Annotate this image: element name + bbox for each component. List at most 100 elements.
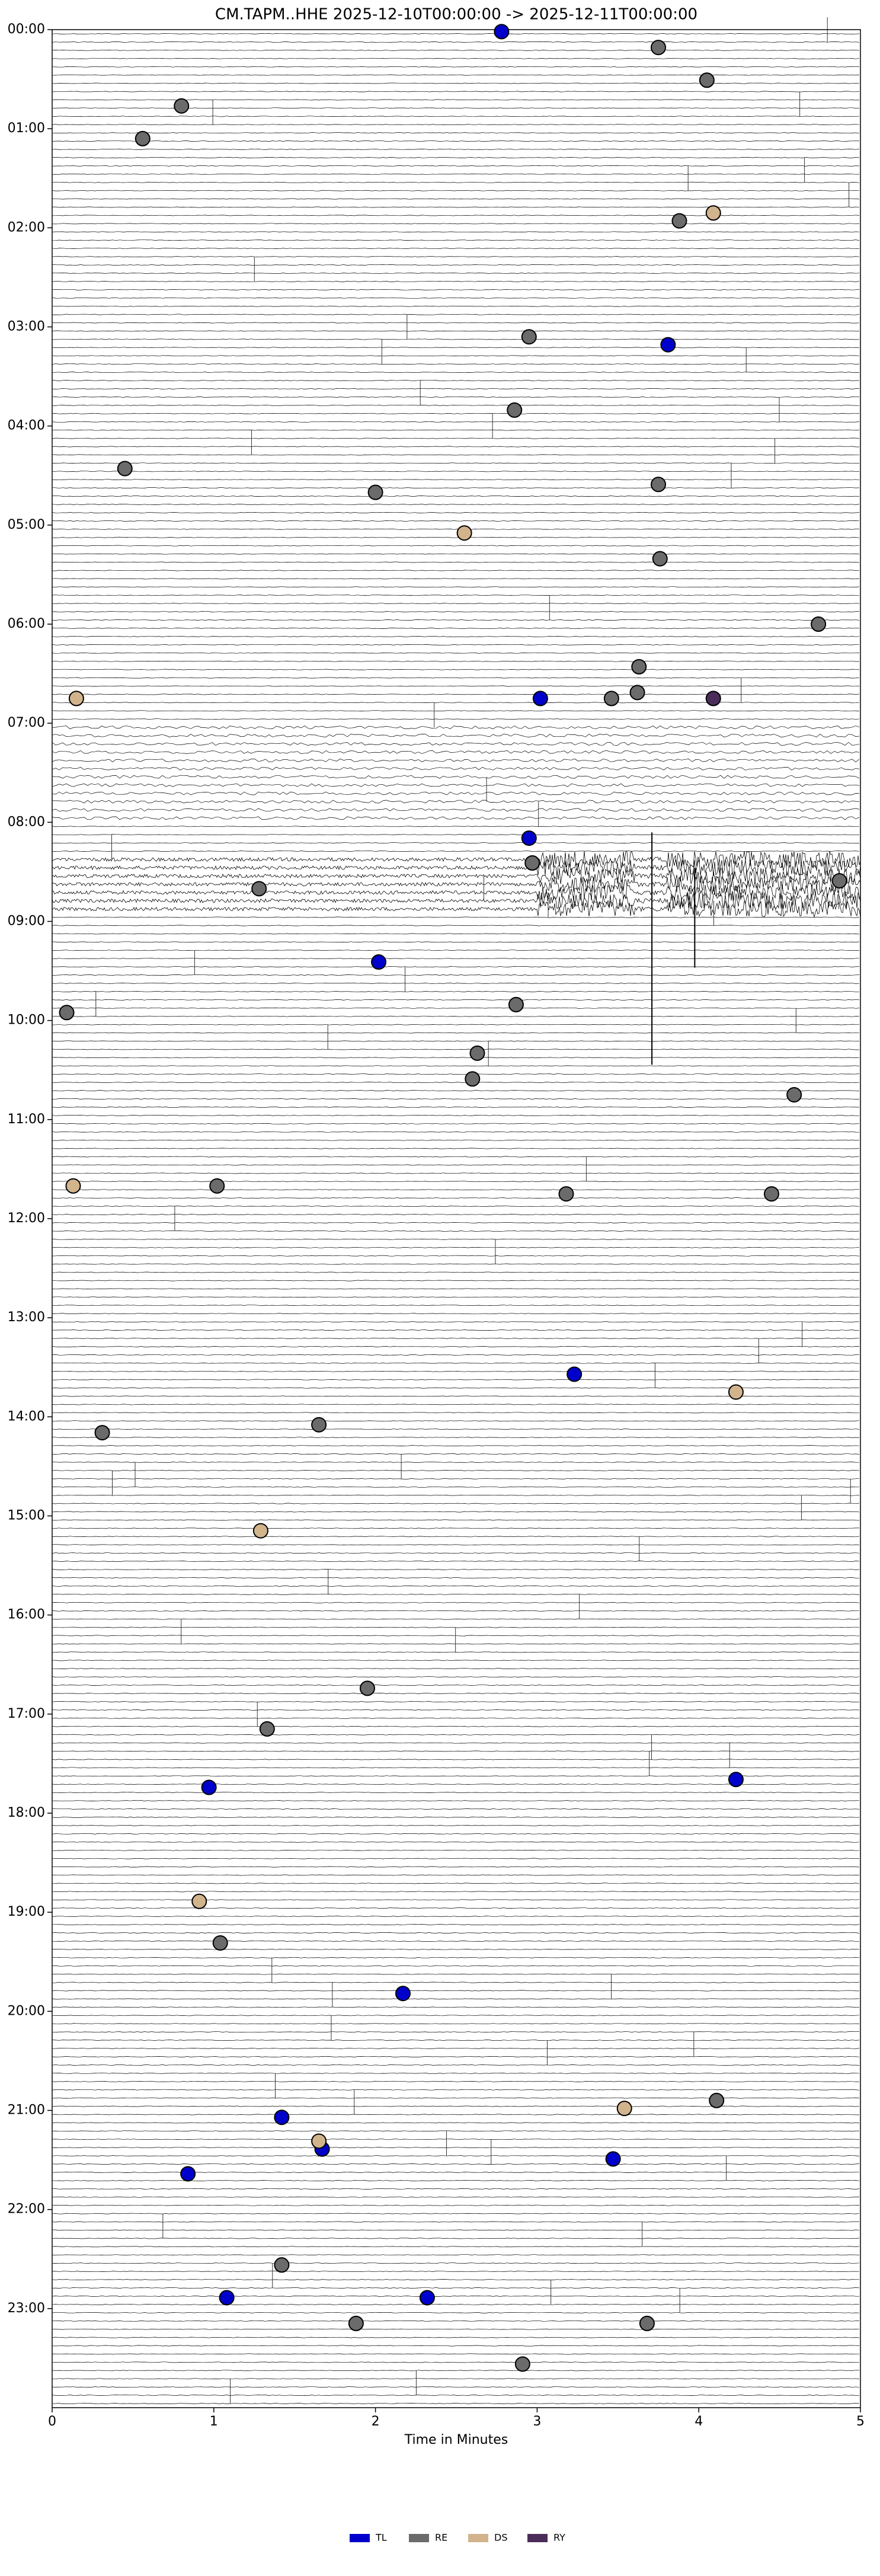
trace [52,1981,860,1983]
y-tick-label: 20:00 [8,2003,45,2018]
trace [52,2246,860,2248]
x-tick-label: 5 [856,2414,865,2429]
trace [52,1305,860,1306]
traces [52,17,861,2404]
event-marker [251,881,267,897]
event-marker [191,1893,207,1909]
legend-swatch [350,2534,370,2542]
trace [52,223,860,225]
trace [52,1345,860,1347]
trace [52,2386,860,2388]
event-marker [521,830,537,846]
trace [52,520,860,522]
trace [52,669,860,670]
y-tick-label: 02:00 [8,220,45,235]
trace [52,1602,860,1603]
y-tick-label: 12:00 [8,1211,45,1226]
trace [52,1824,859,1826]
trace [52,1329,860,1331]
trace [52,916,860,918]
event-marker [652,551,668,567]
trace [52,388,859,389]
event-marker [494,24,510,40]
event-marker [631,659,647,675]
trace [52,619,860,621]
trace [52,1114,859,1116]
x-axis-label: Time in Minutes [404,2433,508,2447]
x-tick-label: 3 [533,2414,541,2429]
trace [52,1792,860,1794]
trace [52,1148,860,1149]
trace [52,718,860,720]
event-marker [705,691,721,707]
trace [52,2262,860,2264]
legend-swatch [409,2534,429,2542]
trace [52,816,860,820]
trace [52,2147,860,2149]
y-tick-label: 21:00 [8,2103,45,2118]
event-marker [671,213,687,229]
trace [52,1379,860,1380]
event-marker [117,461,133,477]
trace [52,758,860,762]
event-marker [705,205,721,221]
y-tick-label: 19:00 [8,1904,45,1919]
trace [52,2238,860,2239]
y-tick-label: 23:00 [8,2301,45,2316]
trace [52,925,860,926]
y-tick-label: 07:00 [8,715,45,730]
trace [52,124,860,126]
trace [52,322,860,324]
trace [52,2040,860,2041]
trace [52,264,860,266]
trace [52,496,860,497]
event-marker [348,2315,364,2331]
event-marker [558,1186,574,1202]
trace [52,1469,860,1471]
trace [52,156,860,158]
event-marker [395,1986,411,2002]
trace [52,41,860,43]
trace [52,512,860,513]
trace [52,851,861,869]
y-tick-label: 06:00 [8,616,45,631]
trace [52,181,860,183]
trace [52,2105,860,2107]
trace [52,82,860,84]
trace [52,1057,860,1059]
trace [52,1750,860,1752]
trace [52,1651,860,1653]
trace [52,766,860,771]
trace [52,2139,860,2140]
trace [52,958,860,960]
trace [52,2287,860,2289]
event-marker [524,855,540,871]
event-marker [135,130,151,146]
event-marker [616,2101,632,2117]
trace [52,33,860,34]
trace [52,702,860,704]
event-marker [629,685,645,701]
event-marker [274,2110,290,2126]
x-tick-label: 2 [372,2414,380,2429]
trace [52,1214,860,1215]
trace [52,2337,860,2338]
trace [52,2395,860,2396]
y-tick-label: 18:00 [8,1805,45,1820]
trace [52,165,860,167]
event-marker [603,691,619,707]
event-marker [786,1087,802,1103]
trace [52,826,860,827]
trace [52,1907,860,1909]
trace [52,1247,860,1248]
chart-title: CM.TAPM..HHE 2025-12-10T00:00:00 -> 2025… [215,6,697,24]
trace [52,372,859,373]
trace [52,1478,860,1479]
trace [52,775,860,779]
trace [52,2015,860,2016]
y-tick-label: 03:00 [8,319,45,334]
trace [52,867,861,885]
trace [52,2403,860,2404]
trace [52,446,859,448]
trace [52,1725,860,1727]
